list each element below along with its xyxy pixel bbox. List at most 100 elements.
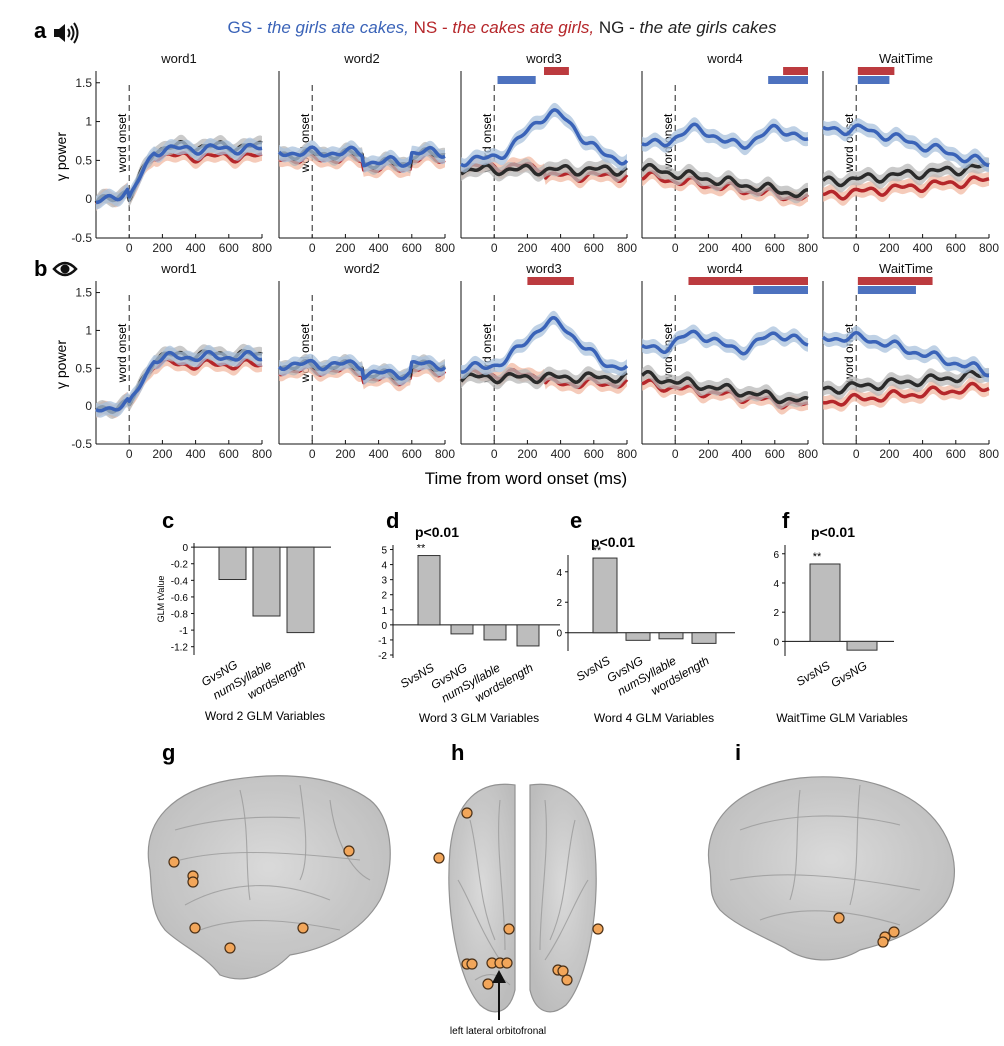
bar-x-axis-label: Word 4 GLM Variables bbox=[594, 711, 714, 725]
bar-x-axis-label: Word 2 GLM Variables bbox=[205, 709, 325, 723]
panel-title: word3 bbox=[525, 51, 561, 66]
line-panel-b-word1: word1 0 200 400 600 800 -0.5 0 0.5 1 1.5 γ power wor… bbox=[53, 261, 272, 461]
gyrus-line bbox=[299, 784, 307, 881]
gyrus-line bbox=[469, 819, 496, 941]
x-tick-label: 800 bbox=[435, 447, 455, 461]
gyrus-line bbox=[539, 799, 547, 951]
sig-bar-ns bbox=[688, 277, 808, 285]
gs-trace bbox=[822, 123, 990, 168]
p-value-label: p<0.01 bbox=[591, 534, 635, 550]
x-tick-label: 0 bbox=[126, 241, 133, 255]
significance-stars: ** bbox=[417, 543, 426, 555]
annotation-label: left lateral orbitofronal bbox=[450, 1026, 546, 1037]
ng-error-band bbox=[642, 364, 808, 410]
electrode-dot bbox=[297, 922, 309, 934]
ns-trace bbox=[822, 175, 990, 201]
panel-title: word2 bbox=[343, 261, 379, 276]
p-value-label: p<0.01 bbox=[811, 524, 855, 540]
time-axis-label: Time from word onset (ms) bbox=[425, 469, 627, 488]
x-tick-label: 800 bbox=[252, 241, 272, 255]
gs-trace bbox=[95, 142, 263, 205]
legend-gs-code: GS bbox=[227, 18, 253, 37]
sig-bar-ns bbox=[544, 67, 569, 75]
onset-label: word onset bbox=[115, 323, 129, 383]
bar-GvsNG bbox=[218, 546, 247, 581]
x-tick-label: 600 bbox=[584, 447, 604, 461]
y-tick-label: -1.2 bbox=[171, 643, 189, 654]
legend-ng-code: NG bbox=[598, 18, 625, 37]
brain-left-lateral bbox=[147, 775, 391, 980]
x-tick-label: 800 bbox=[798, 447, 818, 461]
x-tick-label: 600 bbox=[765, 241, 785, 255]
x-tick-label: 200 bbox=[517, 241, 537, 255]
gs-trace bbox=[641, 122, 809, 150]
x-tick-label: 400 bbox=[186, 447, 206, 461]
sig-bar-gs bbox=[753, 286, 808, 294]
x-tick-label: 400 bbox=[369, 447, 389, 461]
y-axis-label: γ power bbox=[53, 132, 69, 181]
gs-error-band bbox=[461, 102, 627, 173]
brain-ventral-right bbox=[529, 783, 604, 1013]
category-label: SvsNS bbox=[398, 660, 437, 690]
x-tick-label: 0 bbox=[672, 447, 679, 461]
y-tick-label: -0.6 bbox=[171, 593, 189, 604]
panel-letter-e: e bbox=[570, 508, 582, 533]
gs-trace bbox=[460, 315, 629, 374]
bar-SvsNS bbox=[592, 557, 618, 634]
ns-error-band bbox=[96, 352, 262, 419]
x-tick-label: 600 bbox=[946, 241, 966, 255]
bar-SvsNS bbox=[417, 555, 441, 626]
y-tick-label: 4 bbox=[556, 568, 562, 579]
x-tick-label: 200 bbox=[152, 241, 172, 255]
onset-label: word onset bbox=[115, 113, 129, 173]
gs-trace bbox=[95, 349, 263, 413]
y-tick-label: 2 bbox=[773, 608, 779, 619]
sig-bar-ns bbox=[783, 67, 808, 75]
electrode-dot bbox=[187, 876, 199, 888]
sig-bar-gs bbox=[857, 76, 890, 84]
p-value-label: p<0.01 bbox=[415, 524, 459, 540]
gs-trace bbox=[277, 358, 447, 381]
x-tick-label: 800 bbox=[617, 241, 637, 255]
gyrus-line bbox=[174, 816, 301, 831]
sig-bar-gs bbox=[768, 76, 808, 84]
x-tick-label: 0 bbox=[491, 447, 498, 461]
y-tick-label: -0.8 bbox=[171, 610, 189, 621]
brain-surface bbox=[707, 776, 956, 961]
panel-title: word1 bbox=[160, 51, 196, 66]
category-label: GvsNG bbox=[828, 658, 869, 690]
legend-ns-code: NS bbox=[413, 18, 438, 37]
gyrus-line bbox=[184, 885, 331, 906]
electrode-dot bbox=[482, 978, 494, 990]
electrode-dot bbox=[888, 926, 900, 938]
x-tick-label: 800 bbox=[617, 447, 637, 461]
panel-title: word4 bbox=[706, 51, 742, 66]
x-tick-label: 200 bbox=[335, 447, 355, 461]
y-tick-label: 3 bbox=[381, 576, 387, 587]
x-tick-label: 400 bbox=[913, 447, 933, 461]
gs-error-band bbox=[461, 310, 627, 379]
bar-wordslength bbox=[516, 624, 540, 647]
x-tick-label: 600 bbox=[946, 447, 966, 461]
brain-ventral-left bbox=[433, 783, 516, 1013]
bar-numSyllable bbox=[483, 624, 507, 641]
gyrus-line bbox=[457, 879, 501, 961]
electrode-dot bbox=[466, 958, 478, 970]
x-tick-label: 400 bbox=[369, 241, 389, 255]
y-tick-label: -1 bbox=[179, 626, 188, 637]
x-tick-label: 400 bbox=[551, 241, 571, 255]
panel-letter-c: c bbox=[162, 508, 174, 533]
gyrus-line bbox=[739, 815, 901, 831]
y-axis-label: GLM tValue bbox=[156, 576, 166, 623]
x-tick-label: 200 bbox=[335, 241, 355, 255]
panel-letter-h: h bbox=[451, 740, 464, 765]
y-tick-label: 2 bbox=[556, 598, 562, 609]
legend-ns-sep: - bbox=[437, 18, 453, 37]
panel-letter-b: b bbox=[34, 256, 47, 281]
y-tick-label: 0 bbox=[773, 637, 779, 648]
gyrus-line bbox=[849, 784, 861, 906]
bar-panel-d: d543210-1-2SvsNSGvsNGnumSyllablewordslen… bbox=[378, 508, 560, 725]
